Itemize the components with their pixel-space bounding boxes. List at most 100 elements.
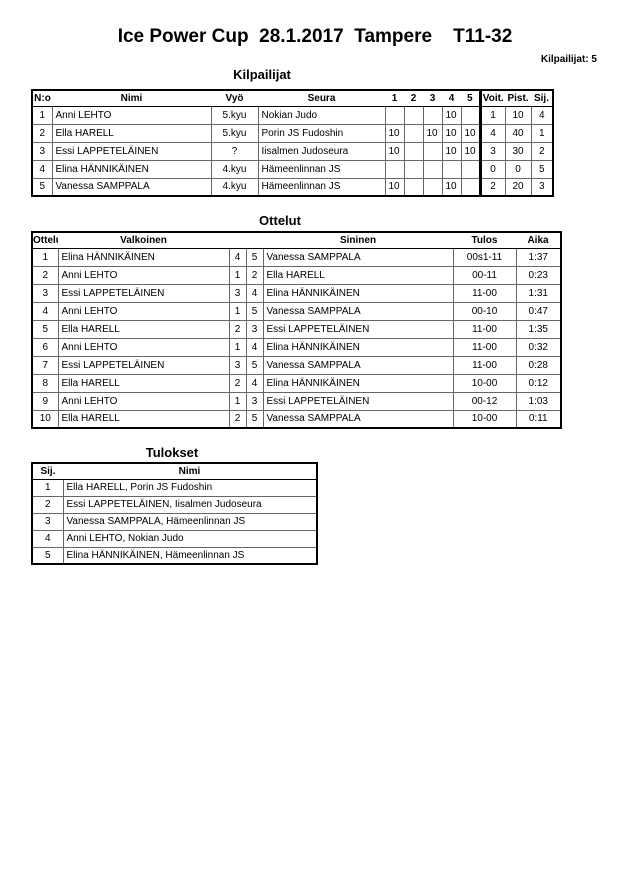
table-cell: 1:37 — [515, 247, 562, 267]
table-row: 3 Essi LAPPETELÄINEN 3 4 Elina HÄNNIKÄINEN 11… — [31, 283, 562, 303]
table-cell: 5 — [245, 247, 264, 267]
table-cell: 11-00 — [452, 319, 517, 339]
table-cell: 3 — [245, 391, 264, 411]
column-header: Tulos — [453, 232, 516, 249]
table-cell: 00-12 — [452, 391, 517, 411]
table-cell: 4.kyu — [210, 159, 259, 179]
table-cell: 10 — [441, 105, 462, 125]
table-cell — [422, 105, 443, 125]
table-cell: 8 — [31, 373, 59, 393]
table-cell: 5.kyu — [210, 123, 259, 143]
table-cell: 1:03 — [515, 391, 562, 411]
table-cell: Elina HÄNNIKÄINEN — [57, 247, 230, 267]
table-cell: Vanessa SAMPPALA — [51, 177, 212, 197]
table-cell: 0:47 — [515, 301, 562, 321]
table-row: 3 Essi LAPPETELÄINEN? Iisalmen Judoseura 10… — [31, 141, 554, 161]
table-row: 8 Ella HARELL 2 4 Elina HÄNNIKÄINEN 10-00 0:12 — [31, 373, 562, 393]
table-cell — [403, 123, 424, 143]
table-cell: Elina HÄNNIKÄINEN — [262, 337, 454, 357]
table-cell: 20 — [504, 177, 532, 197]
table-cell — [422, 159, 443, 179]
table-cell: 2 — [31, 123, 53, 143]
table-cell — [384, 105, 405, 125]
table-cell — [403, 141, 424, 161]
table-cell: 4 — [31, 301, 59, 321]
table-cell: Ella HARELL — [262, 265, 454, 285]
table-cell: 2 — [228, 319, 247, 339]
table-row: 1 Elina HÄNNIKÄINEN 4 5 Vanessa SAMPPALA 00s1… — [31, 247, 562, 267]
table-cell: 11-00 — [452, 283, 517, 303]
table-cell: Vanessa SAMPPALA — [262, 247, 454, 267]
competitors-heading: Kilpailijat — [233, 67, 291, 82]
table-cell: Vanessa SAMPPALA, Hämeenlinnan JS — [62, 512, 318, 531]
table-cell: ? — [210, 141, 259, 161]
table-cell: Essi LAPPETELÄINEN — [57, 283, 230, 303]
table-row: 2 Ella HARELL 5.kyu Porin JS Fudoshin 10 10 10… — [31, 123, 554, 143]
column-header: 1 — [385, 90, 404, 107]
table-cell: 4 — [245, 373, 264, 393]
table-cell: 10 — [422, 123, 443, 143]
column-header: Valkoinen — [58, 232, 229, 249]
table-cell: 10-00 — [452, 409, 517, 429]
matches-heading: Ottelut — [259, 213, 301, 228]
table-cell: 0:32 — [515, 337, 562, 357]
table-row: 5 Elina HÄNNIKÄINEN, Hämeenlinnan JS — [31, 546, 318, 565]
header-row: N:o Nimi Vyö Seura 1 2 3 4 5 Voit. Pist. Sij. — [32, 90, 553, 107]
table-cell: 3 — [31, 512, 64, 531]
table-cell: 30 — [504, 141, 532, 161]
column-header — [229, 232, 246, 249]
table-cell: Anni LEHTO — [57, 265, 230, 285]
table-cell: 10 — [31, 409, 59, 429]
table-cell: 4 — [478, 123, 506, 143]
column-header: 5 — [461, 90, 480, 107]
column-header: Vyö — [211, 90, 258, 107]
table-cell: Nokian Judo — [257, 105, 386, 125]
column-header: Voit. — [478, 90, 505, 107]
header-row: Sij. Nimi — [32, 463, 317, 480]
table-row: 9 Anni LEHTO 1 3 Essi LAPPETELÄINEN 00-12 1:03 — [31, 391, 562, 411]
table-cell: Ella HARELL — [57, 373, 230, 393]
table-row: 2 Essi LAPPETELÄINEN, Iisalmen Judoseura — [31, 495, 318, 514]
table-cell: 1:35 — [515, 319, 562, 339]
table-cell — [403, 177, 424, 197]
table-cell: 4.kyu — [210, 177, 259, 197]
column-header — [246, 232, 263, 249]
competitors-table: N:o Nimi Vyö Seura 1 2 3 4 5 Voit. Pist. Sij. 1 Anni … — [31, 89, 554, 197]
table-row: 4 Anni LEHTO, Nokian Judo — [31, 529, 318, 548]
table-cell: Hämeenlinnan JS — [257, 177, 386, 197]
table-cell: 10 — [384, 177, 405, 197]
table-cell: Elina HÄNNIKÄINEN — [262, 373, 454, 393]
table-cell: Elina HÄNNIKÄINEN — [51, 159, 212, 179]
table-cell: Ella HARELL — [57, 319, 230, 339]
table-cell: 00-11 — [452, 265, 517, 285]
table-cell: 6 — [31, 337, 59, 357]
column-header: Sininen — [263, 232, 453, 249]
table-cell — [403, 105, 424, 125]
table-cell: 5 — [31, 319, 59, 339]
column-header: Pist. — [505, 90, 531, 107]
table-cell: 3 — [530, 177, 554, 197]
table-cell: Hämeenlinnan JS — [257, 159, 386, 179]
table-cell: 0:11 — [515, 409, 562, 429]
table-cell — [460, 177, 481, 197]
table-row: 5 Ella HARELL 2 3 Essi LAPPETELÄINEN 11-00 1:3… — [31, 319, 562, 339]
table-cell: 2 — [31, 265, 59, 285]
column-header: Aika — [516, 232, 561, 249]
table-cell: 1 — [228, 337, 247, 357]
table-cell: 2 — [245, 265, 264, 285]
table-cell: 10 — [504, 105, 532, 125]
table-cell: Ella HARELL, Porin JS Fudoshin — [62, 478, 318, 497]
column-header: 4 — [442, 90, 461, 107]
table-cell: 4 — [245, 337, 264, 357]
table-cell: 5 — [31, 177, 53, 197]
table-cell: Vanessa SAMPPALA — [262, 409, 454, 429]
table-cell: 0 — [504, 159, 532, 179]
column-header: Nimi — [63, 463, 317, 480]
table-cell: 4 — [31, 159, 53, 179]
table-row: 10 Ella HARELL 2 5 Vanessa SAMPPALA 10-00 0:11 — [31, 409, 562, 429]
table-cell: 10 — [441, 141, 462, 161]
table-cell: 5 — [31, 546, 64, 565]
table-cell: 1 — [478, 105, 506, 125]
table-cell: 3 — [478, 141, 506, 161]
table-cell: 2 — [228, 373, 247, 393]
